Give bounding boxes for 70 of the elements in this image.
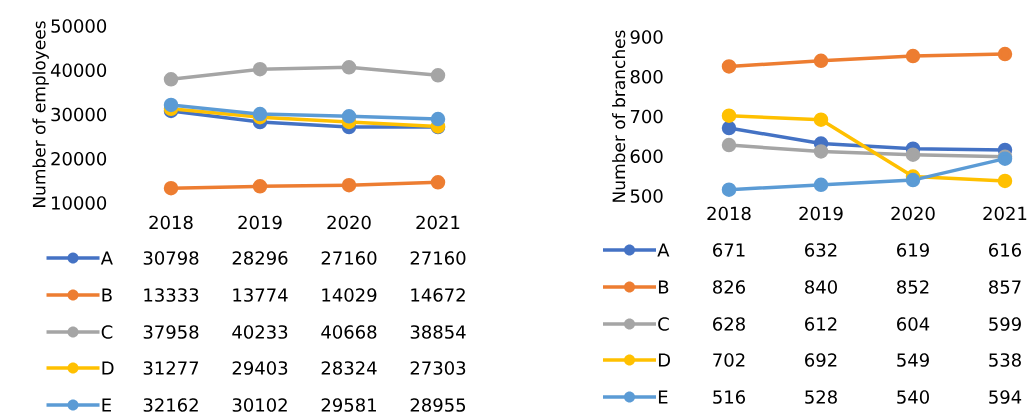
- data-label: 29403: [232, 361, 288, 375]
- x-tick-label: 2020: [327, 215, 371, 230]
- data-label: 540: [897, 390, 929, 404]
- data-label: 28955: [410, 398, 466, 412]
- y-tick-label: 900: [630, 30, 663, 44]
- data-label: 28324: [321, 361, 377, 375]
- data-label: 826: [713, 280, 746, 294]
- data-label: 619: [897, 243, 929, 257]
- data-label: 692: [805, 353, 837, 367]
- legend-label: E: [658, 390, 668, 404]
- x-tick-label: 2018: [149, 215, 193, 230]
- data-label: 616: [989, 243, 1022, 257]
- data-label: 14672: [411, 288, 465, 302]
- y-tick-label: 10000: [52, 196, 107, 210]
- legend-label: A: [100, 251, 113, 265]
- legend-label: D: [102, 361, 114, 375]
- y-tick-label: 500: [630, 189, 663, 203]
- data-label: 516: [713, 390, 746, 404]
- data-label: 32162: [143, 398, 198, 412]
- data-label: 31277: [143, 361, 199, 375]
- legend-label: C: [101, 325, 113, 339]
- data-label: 13333: [144, 288, 199, 302]
- data-label: 29581: [321, 398, 376, 412]
- data-label: 671: [713, 243, 745, 257]
- data-label: 28296: [232, 251, 288, 265]
- data-label: 549: [897, 353, 929, 367]
- y-tick-label: 30000: [51, 107, 107, 122]
- data-label: 37958: [143, 325, 199, 339]
- y-tick-label: 50000: [51, 19, 107, 33]
- legend-label: C: [658, 317, 669, 331]
- data-label: 857: [989, 280, 1021, 294]
- data-label: 604: [897, 317, 930, 331]
- y-axis-title: Number of employees: [32, 21, 49, 207]
- x-tick-label: 2021: [983, 206, 1027, 221]
- x-tick-label: 2020: [891, 206, 935, 221]
- data-label: 840: [805, 280, 837, 294]
- y-tick-label: 700: [630, 109, 663, 124]
- data-label: 27160: [321, 251, 377, 265]
- data-label: 27303: [410, 361, 466, 375]
- x-tick-label: 2021: [416, 215, 460, 230]
- data-label: 612: [805, 317, 837, 331]
- data-label: 528: [805, 390, 837, 404]
- data-label: 30102: [232, 398, 287, 412]
- legend-label: B: [102, 288, 112, 302]
- data-label: 30798: [143, 251, 199, 265]
- x-tick-label: 2019: [799, 206, 843, 221]
- legend-label: D: [658, 353, 670, 367]
- data-label: 632: [805, 243, 837, 257]
- legend-label: A: [657, 243, 670, 257]
- x-tick-label: 2018: [707, 206, 751, 221]
- data-label: 538: [989, 353, 1021, 367]
- y-tick-label: 600: [630, 149, 663, 164]
- data-label: 599: [989, 317, 1021, 331]
- y-tick-label: 40000: [50, 63, 107, 78]
- data-label: 27160: [410, 251, 466, 265]
- data-label: 852: [897, 280, 929, 294]
- data-label: 14029: [322, 288, 377, 302]
- legend-label: B: [658, 280, 669, 294]
- data-label: 594: [989, 390, 1022, 404]
- data-label: 628: [713, 317, 745, 331]
- y-axis-title: Number of branches: [612, 30, 626, 202]
- data-label: 13774: [233, 288, 288, 302]
- data-label: 40233: [232, 325, 288, 339]
- data-label: 702: [713, 353, 745, 367]
- legend-label: E: [102, 398, 111, 412]
- data-label: 40668: [321, 325, 377, 339]
- x-tick-label: 2019: [238, 215, 282, 230]
- y-tick-label: 800: [630, 69, 663, 84]
- data-label: 38854: [410, 325, 466, 339]
- y-tick-label: 20000: [51, 151, 107, 166]
